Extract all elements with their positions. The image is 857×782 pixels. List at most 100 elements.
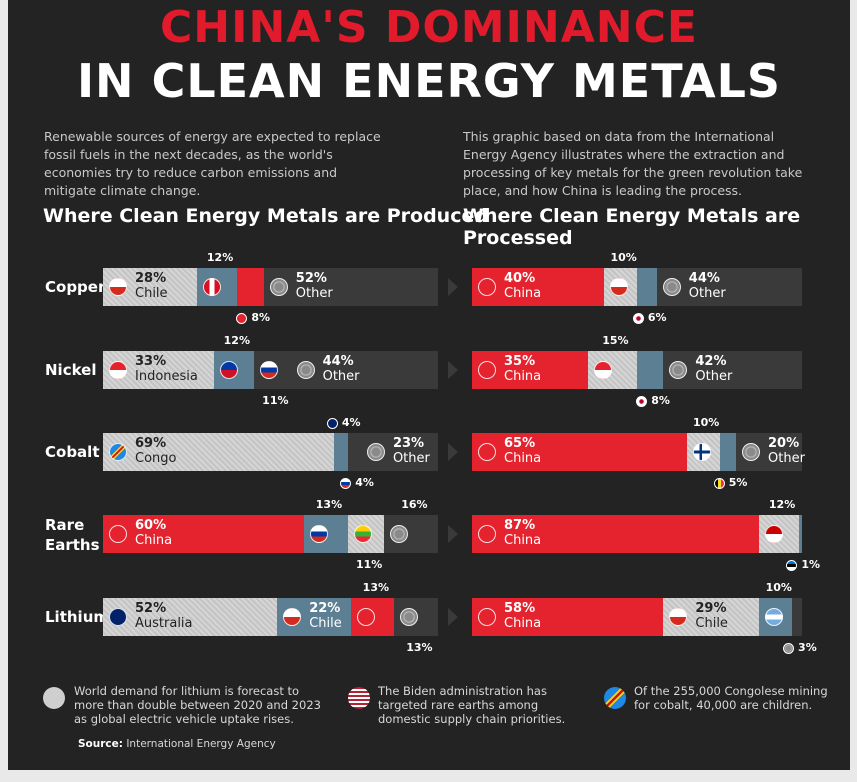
china-flag-icon — [478, 608, 496, 626]
bar-lithium: 52% Australia 22% Chile — [103, 598, 438, 636]
malaysia-flag-icon — [765, 525, 784, 543]
segment-percent: 58% — [504, 601, 536, 616]
segment-peru — [196, 268, 237, 306]
annotation-label: 11% — [262, 394, 288, 407]
segment-percent: 60% — [135, 518, 167, 533]
source-line: Source: International Energy Agency — [78, 738, 276, 750]
segment-philippines — [213, 351, 254, 389]
segment-country: Chile — [135, 286, 168, 301]
segment-country: Other — [295, 286, 333, 301]
segment-percent: 22% — [309, 601, 341, 616]
china-flag-icon — [478, 361, 496, 379]
china-flag-icon — [236, 312, 248, 324]
segment-chile — [604, 268, 637, 306]
segment-chile: 22% Chile — [277, 598, 351, 636]
annotation-label: 8% — [236, 311, 270, 324]
segment-country: Chile — [309, 616, 342, 631]
produced-heading: Where Clean Energy Metals are Produced — [43, 205, 488, 227]
segment-country: China — [504, 451, 542, 466]
segment-percent: 42% — [695, 354, 727, 369]
segment-belgium — [719, 433, 736, 471]
bar-nickel: 33% Indonesia 44% Other — [103, 351, 438, 389]
segment-other: 44% Other — [656, 268, 802, 306]
segment-label: 60% China — [135, 518, 172, 548]
annotation-value: 10% — [765, 581, 792, 594]
annotation-value: 10% — [610, 251, 637, 264]
bar-rare-earths: 60% China — [103, 515, 438, 553]
annotation-value: 13% — [406, 641, 433, 654]
annotation-label: 13% — [316, 498, 342, 511]
segment-estonia — [798, 515, 802, 553]
segment-percent: 29% — [695, 601, 727, 616]
finland-flag-icon — [692, 443, 711, 461]
china-flag-icon — [109, 525, 127, 543]
segment-china — [350, 598, 395, 636]
china-flag-icon — [478, 443, 496, 461]
china-flag-icon — [478, 525, 496, 543]
segment-other — [792, 598, 802, 636]
segment-country: China — [504, 369, 542, 384]
row-label-lithium: Lithium — [45, 608, 109, 626]
segment-percent: 52% — [135, 601, 167, 616]
row-label-copper: Copper — [45, 278, 106, 296]
segment-percent: 35% — [504, 354, 536, 369]
annotation-label: 12% — [224, 334, 250, 347]
segment-label: 44% Other — [323, 354, 360, 384]
other-flag-icon — [400, 608, 419, 626]
segment-australia — [334, 433, 348, 471]
source-label: Source: — [78, 738, 123, 750]
annotation-value: 12% — [768, 498, 796, 511]
title-line-2: IN CLEAN ENERGY METALS — [76, 54, 782, 108]
segment-percent: 65% — [504, 436, 536, 451]
segment-percent: 20% — [768, 436, 800, 451]
segment-indonesia — [587, 351, 637, 389]
intro-left: Renewable sources of energy are expected… — [44, 129, 381, 198]
segment-congo: 69% Congo — [103, 433, 335, 471]
segment-japan — [637, 351, 664, 389]
other-flag-icon — [662, 278, 681, 296]
infographic: CHINA'S DOMINANCE IN CLEAN ENERGY METALS… — [8, 0, 850, 770]
segment-country: Other — [768, 451, 805, 466]
segment-finland — [686, 433, 720, 471]
segment-label: 52% Other — [296, 271, 333, 301]
annotation-label: 5% — [713, 476, 747, 489]
note-rare-earths: The Biden administration has targeted ra… — [378, 684, 566, 726]
argentina-flag-icon — [765, 608, 784, 626]
annotation-value: 12% — [206, 251, 234, 264]
russia-flag-icon — [340, 477, 352, 489]
segment-chile: 28% Chile — [103, 268, 197, 306]
intro-right: This graphic based on data from the Inte… — [463, 129, 803, 198]
segment-country: Congo — [135, 451, 177, 466]
source-text: International Energy Agency — [126, 738, 276, 750]
annotation-label: 10% — [693, 416, 719, 429]
row-label-cobalt: Cobalt — [45, 443, 100, 461]
segment-china — [237, 268, 264, 306]
annotation-value: 1% — [801, 558, 821, 571]
segment-china: 60% China — [103, 515, 304, 553]
segment-label: 87% China — [504, 518, 541, 548]
annotation-label: 4% — [326, 416, 361, 429]
segment-australia: 52% Australia — [103, 598, 278, 636]
arrow-icon — [448, 443, 458, 461]
chile-flag-icon — [109, 278, 127, 296]
congo-flag-icon — [604, 687, 626, 709]
segment-china: 40% China — [472, 268, 604, 306]
segment-country: Indonesia — [135, 369, 198, 384]
annotation-label: 3% — [783, 641, 817, 654]
segment-percent: 28% — [135, 271, 167, 286]
segment-country: Other — [322, 369, 360, 384]
segment-label: 33% Indonesia — [135, 354, 198, 384]
segment-country: China — [504, 616, 542, 631]
bar-lithium: 58% China 29% Chile — [472, 598, 802, 636]
segment-percent: 69% — [135, 436, 167, 451]
bar-copper: 28% Chile 52% Other — [103, 268, 438, 306]
segment-myanmar — [347, 515, 385, 553]
arrow-icon — [448, 361, 458, 379]
segment-label: 40% China — [504, 271, 541, 301]
annotation-label: 10% — [611, 251, 637, 264]
segment-china: 65% China — [472, 433, 687, 471]
segment-russia — [347, 433, 361, 471]
segment-other: 20% Other — [736, 433, 805, 471]
annotation-label: 12% — [769, 498, 795, 511]
other-flag-icon — [269, 278, 288, 296]
